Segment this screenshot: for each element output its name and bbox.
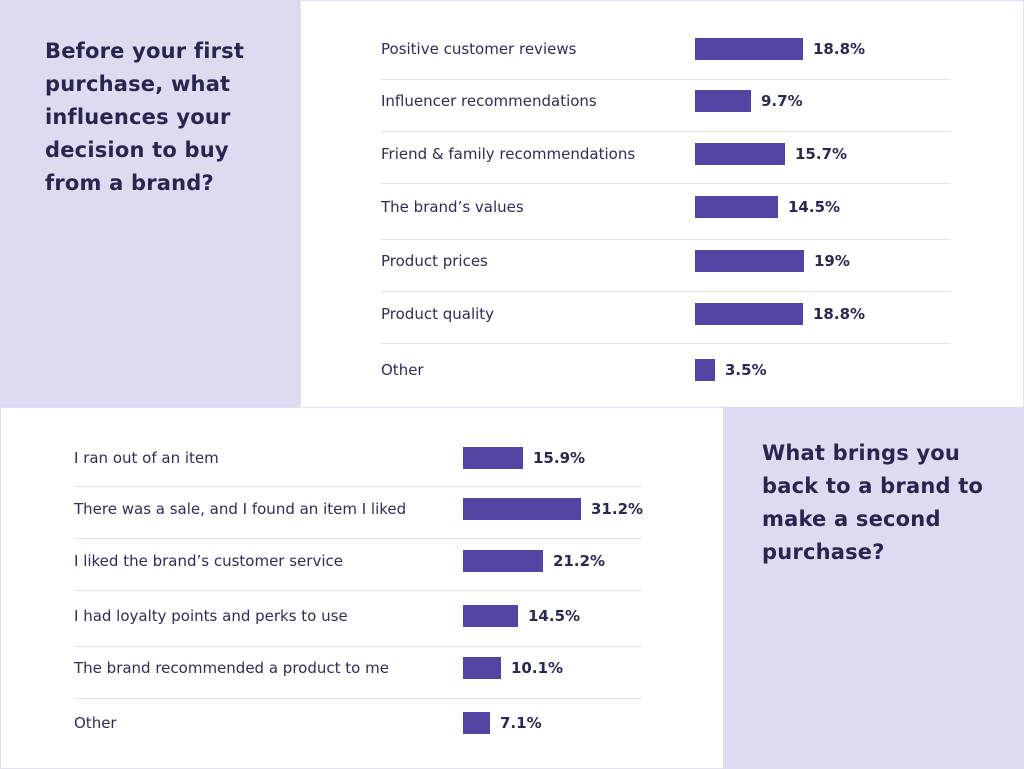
bar [463,498,581,520]
value-label: 7.1% [500,714,542,732]
bar [695,359,715,381]
first-purchase-question: Before your first purchase, what influen… [45,39,245,195]
value-label: 9.7% [761,92,803,110]
category-label: The brand recommended a product to me [74,659,389,677]
category-label: Positive customer reviews [381,40,577,58]
bar [695,38,803,60]
bar [463,657,501,679]
bar [695,196,778,218]
value-label: 19% [814,252,850,270]
bar [463,447,523,469]
category-label: There was a sale, and I found an item I … [74,500,407,518]
value-label: 15.7% [795,145,848,163]
category-label: Product prices [381,252,488,270]
bar-row: Other 3.5% [381,344,950,397]
category-label: I liked the brand’s customer service [74,552,343,570]
bar-row: The brand’s values 14.5% [381,184,950,240]
value-label: 15.9% [533,449,586,467]
bar-row: Positive customer reviews 18.8% [381,27,950,80]
value-label: 31.2% [591,500,644,518]
value-label: 21.2% [553,552,606,570]
bar-row: The brand recommended a product to me 10.… [74,647,642,699]
bar-row: I had loyalty points and perks to use 14.… [74,591,642,647]
bar-row: Product prices 19% [381,240,950,292]
bar [695,303,803,325]
category-label: Influencer recommendations [381,92,597,110]
category-label: The brand’s values [381,198,524,216]
first-purchase-bar-chart: Positive customer reviews 18.8% Influencer… [381,27,950,397]
bar [463,712,490,734]
value-label: 18.8% [813,305,866,323]
second-purchase-question-panel: What brings you back to a brand to make … [723,407,1024,769]
second-purchase-bar-chart: I ran out of an item 15.9% There was a sal… [74,435,644,751]
category-label: Friend & family recommendations [381,145,636,163]
value-label: 10.1% [511,659,564,677]
bar-row: Friend & family recommendations 15.7% [381,132,950,184]
bar [695,250,804,272]
category-label: Other [381,361,424,379]
bar-row: There was a sale, and I found an item I … [74,487,644,539]
first-purchase-chart-panel: Positive customer reviews 18.8% Influencer… [300,0,1024,408]
second-purchase-chart-panel: I ran out of an item 15.9% There was a sal… [0,407,724,769]
bar-row: Influencer recommendations 9.7% [381,80,950,132]
category-label: Other [74,714,117,732]
value-label: 14.5% [788,198,841,216]
category-label: I ran out of an item [74,449,219,467]
bar-row: I ran out of an item 15.9% [74,435,642,487]
category-label: Product quality [381,305,495,323]
bar [463,605,518,627]
bar [695,143,785,165]
value-label: 3.5% [725,361,767,379]
bar-row: Other 7.1% [74,699,642,751]
value-label: 18.8% [813,40,866,58]
bar-row: Product quality 18.8% [381,292,950,344]
category-label: I had loyalty points and perks to use [74,607,348,625]
first-purchase-question-panel: Before your first purchase, what influen… [0,0,300,408]
second-purchase-question: What brings you back to a brand to make … [762,441,984,564]
bar [695,90,751,112]
bar-row: I liked the brand’s customer service 21.2… [74,539,642,591]
bar [463,550,543,572]
value-label: 14.5% [528,607,581,625]
